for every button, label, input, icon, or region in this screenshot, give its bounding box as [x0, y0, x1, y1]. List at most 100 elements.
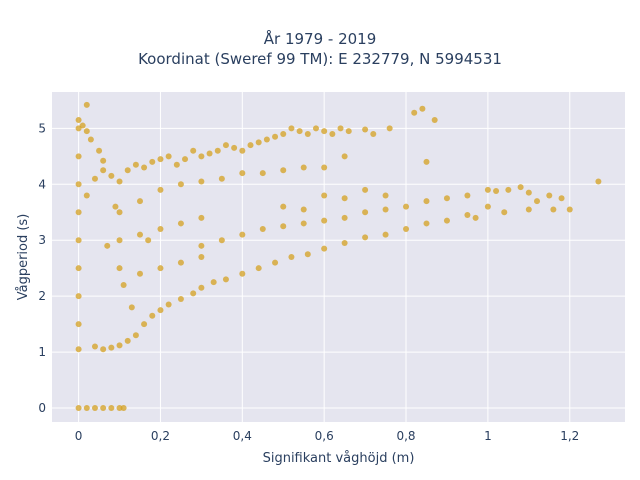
- data-point: [272, 259, 279, 266]
- data-point: [300, 164, 307, 171]
- data-point: [83, 405, 90, 412]
- data-point: [300, 206, 307, 213]
- y-axis-label: Vågperiod (s): [16, 214, 31, 301]
- data-point: [83, 192, 90, 199]
- x-tick-label: 0,6: [315, 429, 334, 443]
- data-point: [100, 157, 107, 164]
- data-point: [382, 231, 389, 238]
- data-point: [280, 223, 287, 230]
- data-point: [198, 254, 205, 260]
- data-point: [280, 130, 287, 137]
- data-point: [222, 142, 229, 149]
- y-tick-label: 3: [38, 233, 46, 247]
- data-point: [116, 209, 123, 216]
- data-point: [112, 203, 119, 210]
- data-point: [370, 130, 377, 137]
- data-point: [247, 142, 254, 149]
- data-point: [239, 231, 246, 238]
- data-point: [91, 175, 98, 182]
- x-axis-ticks: 0 0,2 0,4 0,6 0,8 1 1,2: [75, 429, 580, 443]
- data-point: [382, 206, 389, 213]
- data-point: [501, 209, 508, 216]
- data-point: [505, 186, 512, 193]
- data-point: [341, 195, 348, 202]
- data-point: [321, 245, 328, 252]
- data-point: [321, 217, 328, 224]
- data-point: [108, 405, 115, 412]
- data-point: [239, 170, 246, 177]
- data-point: [288, 125, 295, 132]
- data-point: [423, 220, 430, 227]
- data-point: [116, 178, 123, 185]
- data-point: [108, 172, 115, 179]
- x-tick-label: 0,2: [151, 429, 170, 443]
- data-point: [288, 254, 295, 260]
- data-point: [493, 188, 500, 194]
- data-point: [218, 175, 225, 182]
- data-point: [75, 153, 82, 160]
- x-axis-label: Signifikant våghöjd (m): [263, 451, 415, 466]
- data-point: [190, 290, 197, 297]
- data-point: [128, 304, 135, 311]
- data-point: [431, 116, 438, 123]
- data-point: [484, 203, 491, 210]
- data-point: [341, 153, 348, 160]
- data-point: [321, 164, 328, 171]
- data-point: [210, 279, 217, 286]
- data-point: [116, 342, 123, 349]
- data-point: [300, 220, 307, 227]
- data-point: [403, 203, 410, 210]
- data-point: [259, 170, 266, 177]
- data-point: [177, 259, 184, 266]
- data-point: [534, 198, 541, 205]
- data-point: [177, 220, 184, 227]
- data-point: [173, 161, 180, 168]
- data-point: [472, 214, 479, 221]
- data-point: [100, 167, 107, 174]
- data-point: [75, 116, 82, 123]
- data-point: [149, 312, 156, 319]
- y-tick-label: 1: [38, 345, 46, 359]
- data-point: [464, 212, 471, 219]
- data-point: [83, 101, 90, 108]
- data-point: [362, 126, 369, 133]
- data-point: [280, 203, 287, 210]
- data-point: [190, 147, 197, 154]
- data-point: [464, 192, 471, 199]
- x-tick-label: 0: [75, 429, 83, 443]
- data-point: [136, 231, 143, 238]
- data-point: [337, 125, 344, 132]
- chart-title: År 1979 - 2019: [263, 30, 377, 48]
- plot-area: [52, 92, 625, 422]
- x-tick-label: 1: [484, 429, 492, 443]
- data-point: [96, 147, 103, 154]
- data-point: [136, 270, 143, 277]
- data-point: [362, 234, 369, 241]
- data-point: [75, 321, 82, 328]
- data-point: [255, 265, 262, 272]
- y-tick-label: 2: [38, 289, 46, 303]
- data-point: [382, 192, 389, 199]
- data-point: [304, 251, 311, 258]
- data-point: [75, 293, 82, 300]
- data-point: [132, 332, 139, 339]
- data-point: [222, 276, 229, 283]
- data-point: [75, 209, 82, 216]
- data-point: [345, 128, 352, 135]
- data-point: [177, 295, 184, 302]
- data-point: [116, 265, 123, 272]
- data-point: [403, 226, 410, 233]
- data-point: [198, 214, 205, 221]
- data-point: [104, 242, 111, 249]
- data-point: [386, 125, 393, 132]
- data-points: [75, 101, 602, 412]
- data-point: [296, 128, 303, 135]
- data-point: [443, 217, 450, 224]
- data-point: [108, 344, 115, 351]
- data-point: [595, 178, 602, 185]
- data-point: [206, 150, 213, 157]
- data-point: [182, 156, 189, 163]
- data-point: [362, 186, 369, 193]
- y-tick-label: 5: [38, 121, 46, 135]
